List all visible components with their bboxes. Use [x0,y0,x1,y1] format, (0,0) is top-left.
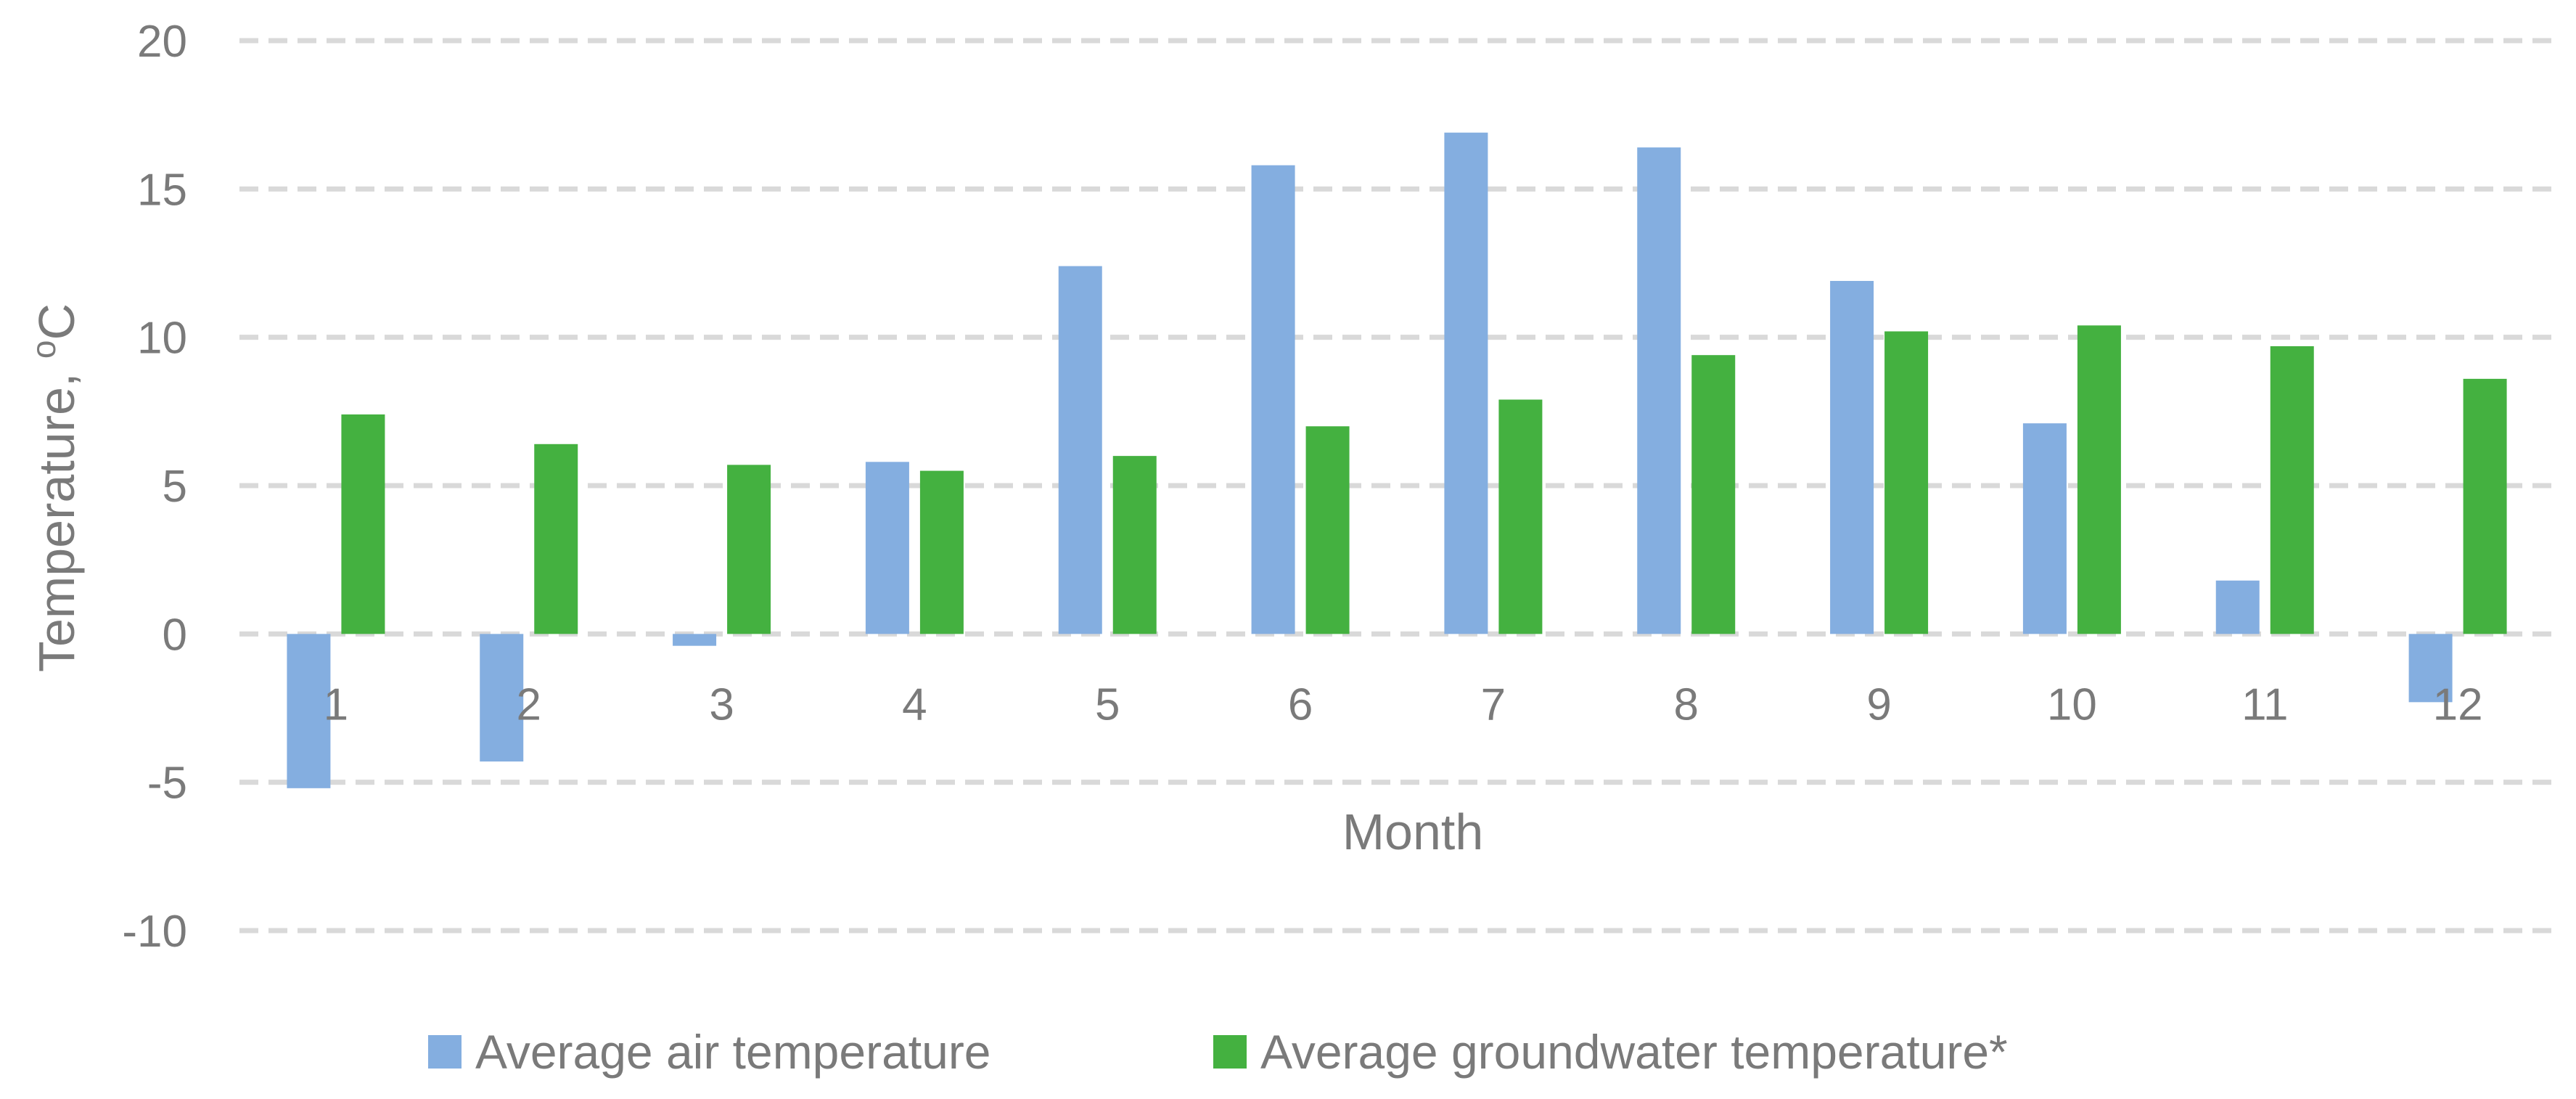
x-tick-label: 3 [709,679,734,730]
bar-groundwater-temperature [534,444,578,634]
y-tick-label: 0 [163,610,187,660]
bar-groundwater-temperature [919,470,964,634]
y-axis-title-text: Temperature, [28,359,85,672]
bar-air-temperature [480,634,524,762]
x-tick-label: 4 [902,679,927,730]
bar-air-temperature [1251,165,1295,634]
legend-label-groundwater: Average groundwater temperature* [1260,1025,2008,1079]
bar-groundwater-temperature [2463,378,2507,634]
gridlines [239,38,2554,933]
y-tick-label: 15 [137,165,187,215]
bar-air-temperature [287,634,331,788]
x-axis-ticks: 1 2 3 4 5 6 7 8 9 10 11 12 [324,679,2483,730]
bar-air-temperature [1058,266,1102,634]
bar-air-temperature [2022,423,2067,634]
bar-groundwater-temperature [1305,426,1350,634]
bar-groundwater-temperature [727,465,771,634]
bar-groundwater-temperature [1884,331,1929,634]
y-axis-title-superscript: o [25,340,62,359]
x-tick-label: 8 [1674,679,1699,730]
y-axis-ticks: -10 -5 0 5 10 15 20 [122,17,187,957]
x-tick-label: 7 [1481,679,1506,730]
x-axis-title: Month [1342,804,1484,860]
bar-groundwater-temperature [2270,346,2314,634]
bar-air-temperature [673,634,717,646]
bar-air-temperature [2215,580,2260,634]
bar-air-temperature [2408,634,2453,703]
x-tick-label: 6 [1288,679,1313,730]
x-tick-label: 9 [1866,679,1891,730]
x-tick-label: 11 [2241,679,2288,730]
bar-air-temperature [865,462,909,634]
y-tick-label: -10 [122,907,187,957]
x-tick-label: 5 [1095,679,1120,730]
bar-air-temperature [1444,132,1488,634]
bar-groundwater-temperature [341,414,385,634]
bar-groundwater-temperature [1112,456,1157,634]
y-tick-label: 5 [163,462,187,512]
legend-label-air: Average air temperature [475,1025,991,1079]
y-tick-label: 20 [137,17,187,67]
bar-groundwater-temperature [1691,355,1736,634]
y-tick-label: -5 [147,759,187,809]
y-axis-title: Temperature, oC [25,303,85,672]
x-tick-label: 1 [324,679,348,730]
legend: Average air temperature Average groundwa… [428,1025,2008,1079]
y-tick-label: 10 [137,314,187,364]
y-axis-title-unit: C [28,303,85,340]
x-tick-label: 12 [2433,679,2483,730]
x-tick-label: 10 [2047,679,2097,730]
bar-groundwater-temperature [1498,399,1543,634]
bar-groundwater-temperature [2077,325,2121,634]
bar-air-temperature [1830,281,1874,634]
x-tick-label: 2 [517,679,541,730]
legend-swatch-air [428,1035,462,1069]
legend-swatch-groundwater [1213,1035,1247,1069]
bars [287,132,2507,788]
bar-air-temperature [1637,147,1681,634]
